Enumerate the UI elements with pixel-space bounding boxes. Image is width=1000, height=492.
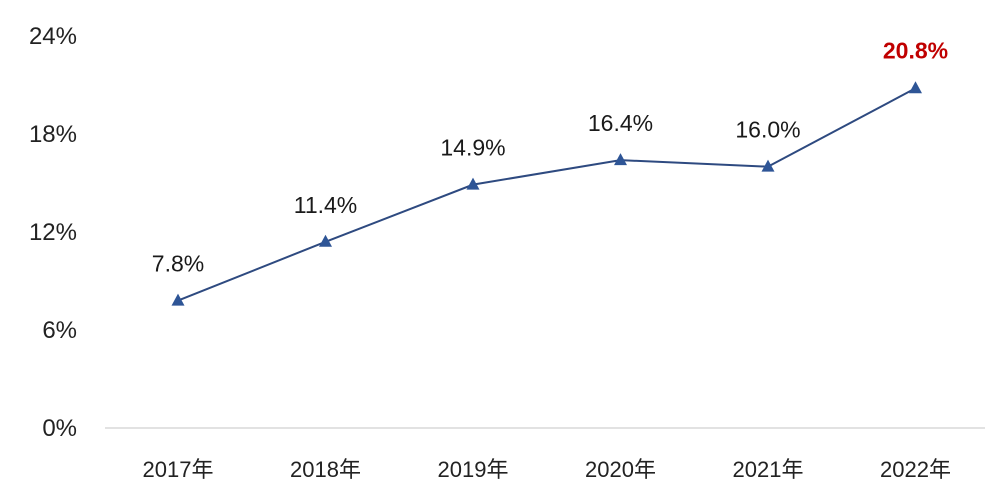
data-label: 7.8% [152,251,204,277]
y-tick-label: 6% [42,317,77,344]
data-point-marker [761,159,775,172]
y-tick-label: 0% [42,415,77,442]
data-label: 11.4% [294,192,358,218]
x-axis-tick-labels: 2017年 2018年 2019年 2020年 2021年 2022年 [143,457,951,482]
x-tick-label: 2019年 [438,457,509,482]
x-tick-label: 2021年 [733,457,804,482]
y-tick-label: 24% [29,23,77,50]
data-point-marker [319,234,332,247]
data-point-marker [614,153,627,166]
data-label-highlighted: 20.8% [883,37,948,63]
data-label: 16.4% [588,110,653,136]
data-label: 14.9% [440,135,505,161]
data-labels: 7.8% 11.4% 14.9% 16.4% 16.0% 20.8% [152,37,948,276]
series-line [177,87,916,302]
y-axis-tick-labels: 0% 6% 12% 18% 24% [29,23,77,442]
data-point-marker [909,81,922,94]
x-tick-label: 2020年 [585,457,656,482]
data-point-marker [171,293,185,306]
data-point-marker [466,177,480,190]
y-tick-label: 18% [29,121,77,148]
x-tick-label: 2022年 [880,457,951,482]
x-tick-label: 2017年 [143,457,214,482]
x-tick-label: 2018年 [290,457,361,482]
data-label: 16.0% [735,117,800,143]
data-markers [171,81,922,306]
y-tick-label: 12% [29,219,77,246]
